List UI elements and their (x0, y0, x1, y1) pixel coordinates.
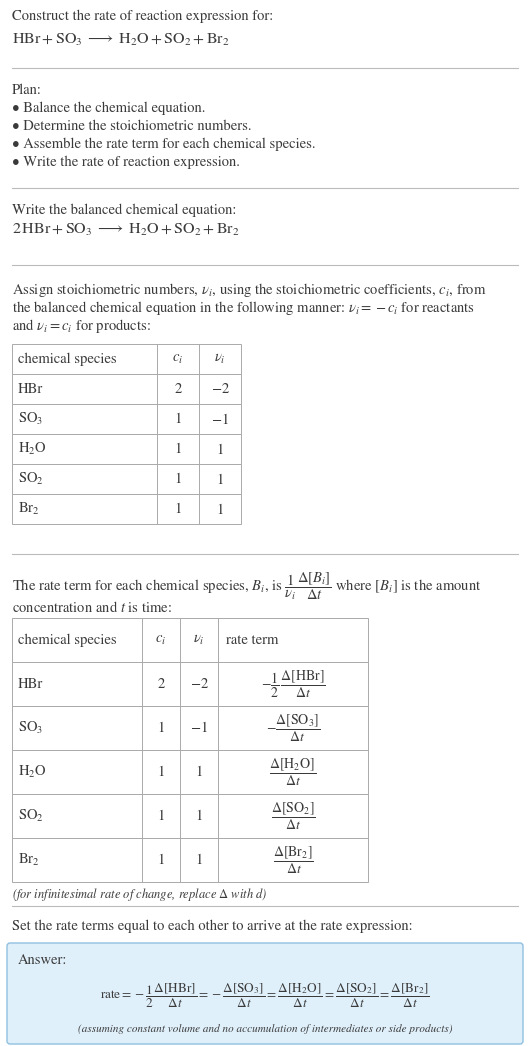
Text: • Write the rate of reaction expression.: • Write the rate of reaction expression. (12, 156, 240, 169)
Text: $\mathrm{SO_2}$: $\mathrm{SO_2}$ (18, 808, 44, 824)
Bar (12, 838, 368, 882)
Bar (12, 494, 241, 524)
Bar (12, 618, 368, 662)
Text: Set the rate terms equal to each other to arrive at the rate expression:: Set the rate terms equal to each other t… (12, 920, 413, 933)
Text: $\mathrm{rate} = -\dfrac{1}{2}\dfrac{\Delta[\mathrm{HBr}]}{\Delta t} = -\dfrac{\: $\mathrm{rate} = -\dfrac{1}{2}\dfrac{\De… (100, 982, 430, 1010)
Text: $\mathrm{2\,HBr + SO_3 \;\longrightarrow\; H_2O + SO_2 + Br_2}$: $\mathrm{2\,HBr + SO_3 \;\longrightarrow… (12, 222, 240, 238)
Bar (12, 434, 241, 464)
Text: (assuming constant volume and no accumulation of intermediates or side products): (assuming constant volume and no accumul… (78, 1024, 452, 1034)
Bar (12, 794, 368, 838)
Text: 1: 1 (157, 722, 165, 734)
Text: $1$: $1$ (195, 765, 203, 779)
Text: $-1$: $-1$ (190, 721, 208, 735)
Text: chemical species: chemical species (18, 353, 117, 366)
Text: $1$: $1$ (195, 852, 203, 867)
Text: $\mathrm{Br_2}$: $\mathrm{Br_2}$ (18, 501, 40, 517)
Text: $\nu_i$: $\nu_i$ (193, 633, 205, 647)
Text: $\dfrac{\Delta[\mathrm{H_2O}]}{\Delta t}$: $\dfrac{\Delta[\mathrm{H_2O}]}{\Delta t}… (269, 756, 316, 788)
Text: and $\nu_i = c_i$ for products:: and $\nu_i = c_i$ for products: (12, 317, 151, 335)
Text: concentration and $t$ is time:: concentration and $t$ is time: (12, 600, 172, 615)
Text: $c_i$: $c_i$ (172, 353, 183, 366)
Text: • Determine the stoichiometric numbers.: • Determine the stoichiometric numbers. (12, 120, 252, 134)
Text: Answer:: Answer: (18, 954, 67, 968)
Text: $\mathrm{SO_3}$: $\mathrm{SO_3}$ (18, 411, 43, 427)
Bar (12, 374, 241, 404)
Text: $\dfrac{\Delta[\mathrm{Br_2}]}{\Delta t}$: $\dfrac{\Delta[\mathrm{Br_2}]}{\Delta t}… (272, 844, 313, 876)
Text: $\nu_i$: $\nu_i$ (214, 351, 226, 366)
Text: 1: 1 (157, 766, 165, 778)
Text: $1$: $1$ (216, 441, 224, 456)
Text: $\dfrac{\Delta[\mathrm{SO_2}]}{\Delta t}$: $\dfrac{\Delta[\mathrm{SO_2}]}{\Delta t}… (271, 800, 315, 832)
Text: 1: 1 (174, 502, 182, 516)
Text: HBr: HBr (18, 678, 43, 690)
Text: Construct the rate of reaction expression for:: Construct the rate of reaction expressio… (12, 10, 273, 23)
Text: HBr: HBr (18, 382, 43, 395)
Text: 1: 1 (157, 810, 165, 823)
Text: (for infinitesimal rate of change, replace $\Delta$ with $d$): (for infinitesimal rate of change, repla… (12, 886, 267, 903)
Bar (12, 662, 368, 706)
Text: rate term: rate term (226, 633, 278, 646)
Text: The rate term for each chemical species, $B_i$, is $\dfrac{1}{\nu_i}\dfrac{\Delt: The rate term for each chemical species,… (12, 570, 481, 601)
FancyBboxPatch shape (7, 943, 523, 1044)
Text: $1$: $1$ (216, 501, 224, 517)
Text: 1: 1 (174, 412, 182, 426)
Text: $-\dfrac{1}{2}\,\dfrac{\Delta[\mathrm{HBr}]}{\Delta t}$: $-\dfrac{1}{2}\,\dfrac{\Delta[\mathrm{HB… (261, 668, 325, 700)
Text: 1: 1 (157, 854, 165, 867)
Bar (12, 750, 368, 794)
Text: $\mathrm{Br_2}$: $\mathrm{Br_2}$ (18, 851, 40, 868)
Bar (12, 344, 241, 374)
Text: Assign stoichiometric numbers, $\nu_i$, using the stoichiometric coefficients, $: Assign stoichiometric numbers, $\nu_i$, … (12, 281, 487, 299)
Bar (12, 464, 241, 494)
Text: $\mathrm{H_2O}$: $\mathrm{H_2O}$ (18, 441, 47, 457)
Bar (12, 404, 241, 434)
Text: $1$: $1$ (195, 809, 203, 823)
Text: $\mathrm{SO_3}$: $\mathrm{SO_3}$ (18, 720, 43, 736)
Text: $-2$: $-2$ (210, 382, 229, 396)
Text: Write the balanced chemical equation:: Write the balanced chemical equation: (12, 204, 236, 218)
Text: $-1$: $-1$ (211, 411, 229, 427)
Text: $c_i$: $c_i$ (155, 633, 166, 646)
Text: $1$: $1$ (216, 472, 224, 486)
Text: the balanced chemical equation in the following manner: $\nu_i = -c_i$ for react: the balanced chemical equation in the fo… (12, 299, 475, 317)
Text: $\mathrm{HBr + SO_3 \;\longrightarrow\; H_2O + SO_2 + Br_2}$: $\mathrm{HBr + SO_3 \;\longrightarrow\; … (12, 32, 229, 48)
Text: 1: 1 (174, 442, 182, 456)
Text: $\mathrm{H_2O}$: $\mathrm{H_2O}$ (18, 764, 47, 780)
Text: 1: 1 (174, 473, 182, 485)
Text: • Balance the chemical equation.: • Balance the chemical equation. (12, 103, 206, 115)
Bar (12, 706, 368, 750)
Text: $-2$: $-2$ (190, 677, 208, 691)
Text: $-\dfrac{\Delta[\mathrm{SO_3}]}{\Delta t}$: $-\dfrac{\Delta[\mathrm{SO_3}]}{\Delta t… (266, 712, 320, 744)
Text: chemical species: chemical species (18, 633, 117, 646)
Text: • Assemble the rate term for each chemical species.: • Assemble the rate term for each chemic… (12, 138, 315, 152)
Text: 2: 2 (157, 678, 165, 690)
Text: Plan:: Plan: (12, 84, 42, 97)
Text: $\mathrm{SO_2}$: $\mathrm{SO_2}$ (18, 471, 44, 487)
Text: 2: 2 (174, 382, 182, 395)
